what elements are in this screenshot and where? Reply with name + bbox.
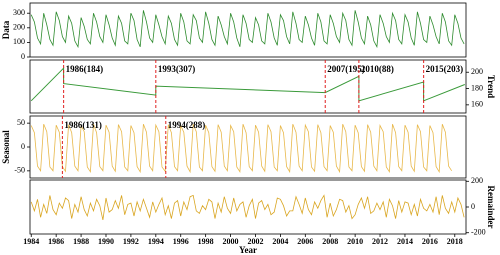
breakpoint-label: 2007(195) (327, 64, 365, 74)
x-tick-label: 2008 (322, 237, 338, 246)
y-tick-label: 200 (471, 67, 483, 76)
series-line (30, 123, 453, 174)
breakpoint-label: 1993(307) (158, 64, 196, 74)
x-tick-label: 1986 (48, 237, 64, 246)
breakpoint-label: 2010(88) (361, 64, 394, 74)
x-tick-label: 2010 (347, 237, 363, 246)
series-line (30, 10, 465, 49)
x-tick-label: 1996 (173, 237, 189, 246)
panel-frame (29, 59, 467, 114)
x-tick-label: 1992 (123, 237, 139, 246)
x-tick-label: 2018 (447, 237, 463, 246)
x-tick-label: 1990 (98, 237, 114, 246)
y-tick-label: 0 (21, 142, 25, 151)
x-tick-label: 2006 (297, 237, 313, 246)
panel-frame (29, 2, 467, 58)
y-tick-label: 0 (21, 52, 25, 61)
x-tick-label: 1994 (148, 237, 164, 246)
x-tick-label: 2004 (272, 237, 288, 246)
x-tick-label: 2000 (223, 237, 239, 246)
y-axis-label: Seasonal (1, 130, 11, 164)
x-tick-label: 2002 (247, 237, 263, 246)
breakpoint-label: 1986(131) (64, 120, 102, 130)
x-tick-label: 1998 (198, 237, 214, 246)
breakpoint-label: 1986(184) (66, 64, 104, 74)
x-axis-label: Year (239, 245, 257, 255)
y-tick-label: 100 (13, 37, 25, 46)
y-axis-label: Remainder (486, 186, 496, 229)
x-tick-label: 2014 (397, 237, 413, 246)
y-tick-label: 200 (13, 23, 25, 32)
y-tick-label: -50 (14, 166, 25, 175)
y-tick-label: 200 (471, 176, 483, 185)
y-tick-label: 50 (17, 118, 25, 127)
series-line (30, 194, 465, 220)
y-tick-label: 180 (471, 83, 483, 92)
x-tick-label: 1984 (23, 237, 39, 246)
x-tick-label: 1988 (73, 237, 89, 246)
y-tick-label: 160 (471, 100, 483, 109)
y-tick-label: 300 (13, 8, 25, 17)
y-axis-label: Data (1, 20, 11, 39)
x-tick-label: 2012 (372, 237, 388, 246)
y-tick-label: 0 (471, 202, 475, 211)
y-tick-label: -200 (471, 228, 486, 237)
breakpoint-label: 2015(203) (426, 64, 464, 74)
breakpoint-label: 1994(288) (168, 120, 206, 130)
x-tick-label: 2016 (422, 237, 438, 246)
y-axis-label: Trend (486, 75, 496, 98)
